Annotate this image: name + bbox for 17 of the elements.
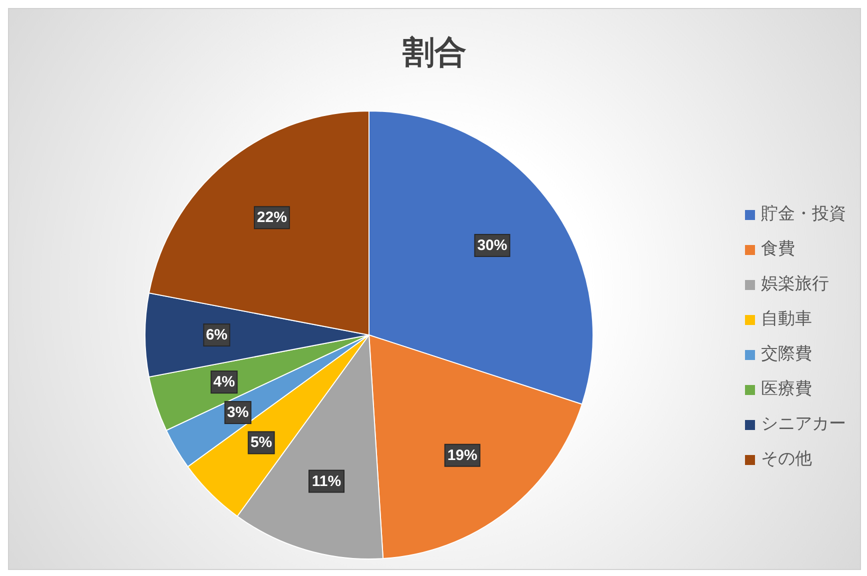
chart-title: 割合 bbox=[402, 32, 468, 73]
data-label: 22% bbox=[256, 209, 287, 226]
legend-label: シニアカー bbox=[761, 413, 846, 436]
data-label: 19% bbox=[447, 446, 478, 464]
legend-label: その他 bbox=[761, 448, 812, 471]
data-label: 5% bbox=[250, 434, 272, 452]
legend-label: 交際費 bbox=[761, 343, 812, 366]
data-label: 4% bbox=[213, 374, 235, 391]
legend-label: 娯楽旅行 bbox=[761, 273, 829, 296]
legend-label: 食費 bbox=[761, 238, 795, 261]
data-label: 3% bbox=[227, 404, 249, 422]
legend-label: 自動車 bbox=[761, 308, 812, 331]
legend-label: 医療費 bbox=[761, 378, 812, 401]
data-label: 6% bbox=[206, 326, 228, 344]
data-label: 11% bbox=[312, 472, 342, 490]
data-label: 30% bbox=[477, 236, 508, 254]
slice-label: 貯金・投資 bbox=[761, 203, 846, 226]
